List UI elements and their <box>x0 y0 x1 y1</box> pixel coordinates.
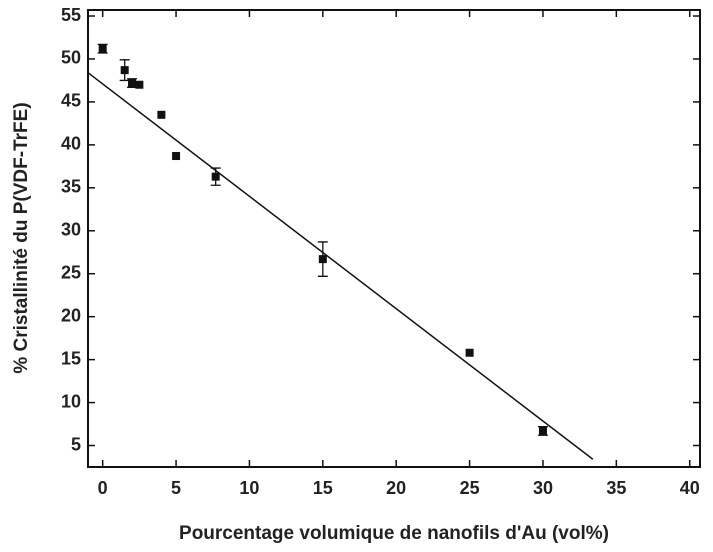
x-tick-label: 40 <box>680 478 700 498</box>
y-tick-label: 25 <box>61 262 81 282</box>
y-tick-label: 20 <box>61 305 81 325</box>
data-point <box>318 255 327 264</box>
data-point <box>157 110 166 119</box>
x-tick-label: 5 <box>171 478 181 498</box>
data-point <box>172 152 181 161</box>
data-point <box>98 44 107 53</box>
y-tick-label: 35 <box>61 177 81 197</box>
y-tick-label: 55 <box>61 5 81 25</box>
data-point <box>538 426 547 435</box>
x-tick-label: 25 <box>460 478 480 498</box>
x-tick-label: 15 <box>313 478 333 498</box>
data-point <box>465 348 474 357</box>
x-tick-label: 30 <box>533 478 553 498</box>
y-tick-label: 15 <box>61 348 81 368</box>
y-axis-title: % Cristallinité du P(VDF-TrFE) <box>11 102 32 373</box>
plot-frame <box>87 9 701 468</box>
data-point <box>211 172 220 181</box>
y-tick-label: 10 <box>61 391 81 411</box>
y-tick-label: 5 <box>71 434 81 454</box>
y-tick-label: 40 <box>61 134 81 154</box>
y-tick-label: 45 <box>61 91 81 111</box>
x-tick-label: 35 <box>606 478 626 498</box>
x-tick-label: 20 <box>386 478 406 498</box>
data-point <box>135 80 144 89</box>
data-point <box>120 66 129 75</box>
x-tick-label: 10 <box>239 478 259 498</box>
fit-line <box>87 72 594 460</box>
x-axis-title: Pourcentage volumique de nanofils d'Au (… <box>179 523 609 544</box>
data-point <box>128 79 137 88</box>
y-tick-label: 30 <box>61 220 81 240</box>
x-tick-label: 0 <box>98 478 108 498</box>
y-tick-label: 50 <box>61 48 81 68</box>
